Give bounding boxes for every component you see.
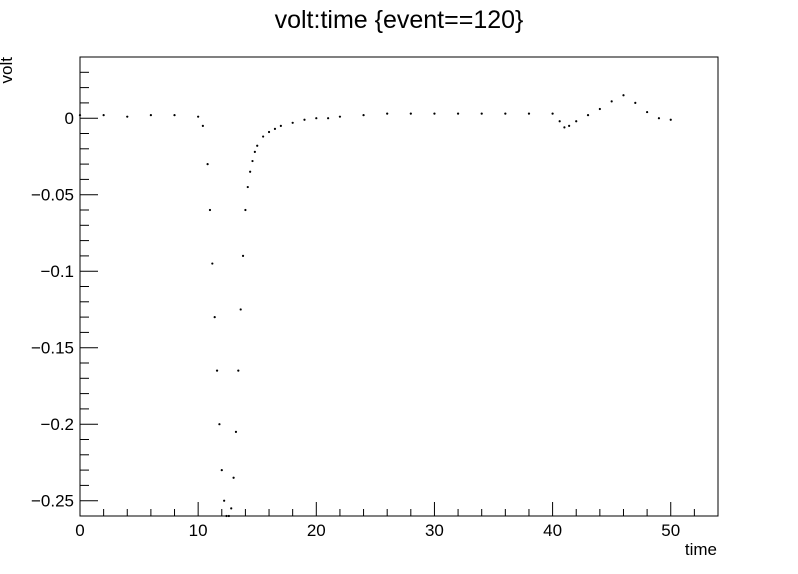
data-point	[256, 144, 259, 147]
y-tick-label: −0.2	[40, 415, 74, 434]
data-point	[657, 117, 661, 120]
data-point	[575, 120, 578, 123]
data-point	[669, 118, 672, 121]
data-point	[173, 114, 176, 117]
data-point	[213, 316, 216, 319]
data-point	[267, 130, 271, 134]
data-point	[208, 208, 212, 212]
data-point	[551, 112, 554, 115]
y-axis-ticks: 0 −0.05 −0.1 −0.15 −0.2 −0.25	[31, 56, 98, 517]
data-point	[610, 100, 613, 103]
data-point	[586, 114, 590, 117]
x-tick-label: 0	[75, 521, 84, 540]
data-point	[480, 112, 483, 115]
data-point	[149, 114, 152, 117]
data-point	[558, 120, 561, 123]
chart-title: volt:time {event==120}	[275, 6, 524, 34]
x-tick-label: 10	[189, 521, 208, 540]
x-axis-ticks: 0 10 20 30 40 50	[75, 502, 719, 540]
y-tick-label: −0.05	[31, 186, 74, 205]
data-point	[253, 150, 256, 153]
data-point	[232, 476, 235, 479]
data-point	[251, 159, 254, 163]
data-point	[273, 127, 277, 131]
data-point	[126, 115, 129, 118]
data-point	[303, 118, 306, 121]
data-point	[244, 208, 247, 212]
x-tick-label: 20	[307, 521, 326, 540]
data-point	[230, 507, 233, 510]
data-point	[327, 117, 330, 120]
data-points	[78, 94, 672, 518]
y-axis-label: volt	[0, 57, 16, 84]
x-axis-label: time	[685, 540, 717, 559]
y-tick-label: −0.1	[40, 262, 74, 281]
data-point	[386, 112, 389, 115]
data-point	[338, 115, 342, 118]
data-point	[568, 124, 571, 127]
data-point	[78, 114, 82, 117]
data-point	[241, 254, 245, 257]
data-point	[102, 114, 105, 117]
plot-frame	[79, 56, 719, 517]
data-point	[315, 117, 318, 120]
data-point	[246, 185, 249, 189]
data-point	[215, 369, 219, 372]
data-point	[527, 112, 531, 115]
data-point	[201, 124, 204, 127]
data-point	[206, 163, 209, 166]
data-point	[211, 262, 214, 265]
data-point	[218, 423, 221, 426]
data-point	[563, 126, 566, 129]
data-point	[223, 499, 226, 502]
data-point	[262, 135, 265, 138]
data-point	[220, 469, 223, 472]
y-tick-label: 0	[65, 109, 74, 128]
data-point	[362, 114, 365, 117]
data-point	[646, 110, 649, 114]
x-tick-label: 40	[543, 521, 562, 540]
data-point	[456, 112, 460, 115]
data-point	[433, 112, 436, 115]
data-point	[622, 94, 625, 97]
y-tick-label: −0.25	[31, 492, 74, 511]
data-point	[225, 514, 228, 518]
data-point	[409, 112, 412, 115]
data-point	[634, 101, 637, 104]
data-point	[239, 308, 242, 311]
data-point	[249, 170, 252, 173]
x-tick-label: 50	[661, 521, 680, 540]
data-point	[237, 369, 240, 372]
data-point	[234, 430, 238, 433]
data-point	[279, 124, 282, 127]
y-tick-label: −0.15	[31, 339, 74, 358]
data-point	[504, 112, 507, 115]
x-tick-label: 30	[425, 521, 444, 540]
data-point	[197, 115, 200, 118]
data-point	[598, 107, 601, 111]
data-point	[227, 514, 230, 518]
data-point	[291, 121, 294, 124]
